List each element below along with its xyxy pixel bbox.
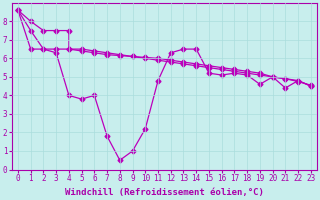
X-axis label: Windchill (Refroidissement éolien,°C): Windchill (Refroidissement éolien,°C) [65, 188, 264, 197]
